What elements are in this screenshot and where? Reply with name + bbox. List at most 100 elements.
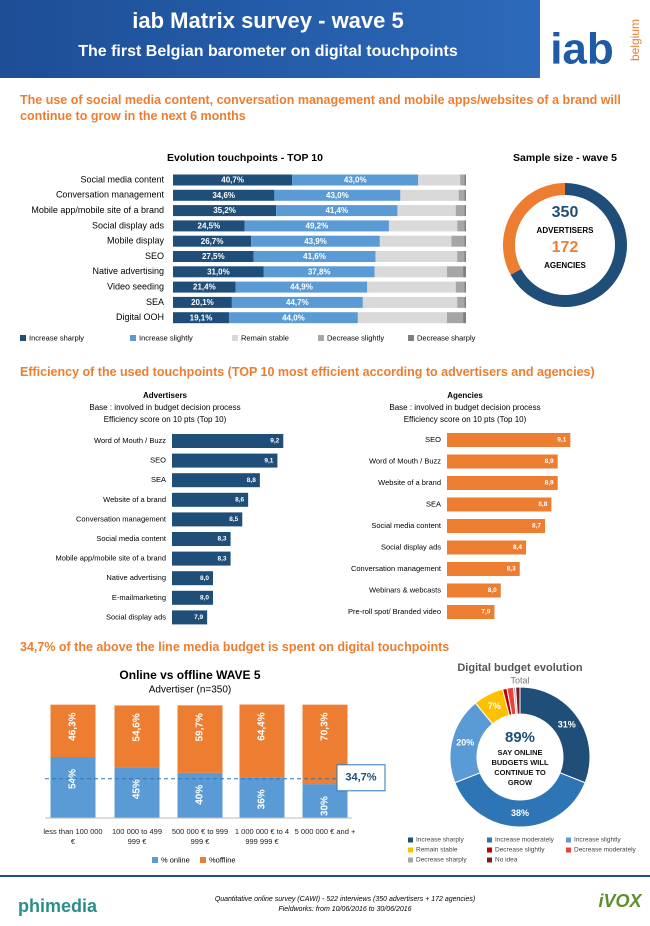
legend-swatch xyxy=(200,857,206,863)
data-label: 41,4% xyxy=(325,206,348,215)
bar-segment xyxy=(463,312,466,324)
bar-segment xyxy=(460,174,465,186)
legend-label: Decrease moderately xyxy=(574,847,637,854)
data-label: 36% xyxy=(257,789,268,809)
data-label: 9,2 xyxy=(270,438,279,445)
footer-note: Quantitative online survey (CAWI) - 522 … xyxy=(215,896,475,903)
data-label: 8,7 xyxy=(532,523,541,530)
data-label: 8,8 xyxy=(538,501,547,508)
logo: iab xyxy=(550,25,614,74)
data-label: 31% xyxy=(558,720,576,730)
headline: 34,7% of the above the line media budget… xyxy=(20,640,450,654)
category-label: SEA xyxy=(151,475,166,484)
data-label: 8,0 xyxy=(200,595,209,602)
column-segment xyxy=(114,767,160,818)
bar xyxy=(447,540,527,555)
category-label: 1 000 000 € to 4 999 999 € xyxy=(234,827,290,846)
category-label: Pre-roll spot/ Branded video xyxy=(348,607,441,616)
legend-label: No idea xyxy=(495,857,518,864)
column-segment xyxy=(114,705,160,768)
legend-label: Increase slightly xyxy=(139,333,193,342)
data-label: 7,9 xyxy=(481,609,490,616)
bar-segment xyxy=(458,189,465,201)
bar xyxy=(447,605,495,619)
bar xyxy=(172,434,284,448)
data-label: 37,8% xyxy=(308,267,331,276)
data-label: 20% xyxy=(456,737,474,747)
center-value: 172 xyxy=(552,239,579,256)
category-label: E-mailmarketing xyxy=(112,593,166,602)
data-label: 8,3 xyxy=(507,566,516,573)
bar-segment xyxy=(388,220,458,232)
data-label: 43,0% xyxy=(344,176,367,185)
data-label: 8,0 xyxy=(200,575,209,582)
bar-segment xyxy=(235,281,368,293)
bar-segment xyxy=(464,296,466,308)
data-label: 31,0% xyxy=(207,267,230,276)
logo-right: iVOX xyxy=(598,891,642,911)
category-label: Mobile display xyxy=(107,236,165,246)
bar-segment xyxy=(173,266,264,278)
chart-title: Digital budget evolution xyxy=(457,662,583,674)
data-label: 8,5 xyxy=(229,516,238,523)
data-label: 8,9 xyxy=(545,480,554,487)
category-label: Conversation management xyxy=(56,190,165,200)
category-label: Mobile app/mobile site of a brand xyxy=(31,205,164,215)
category-label: SEO xyxy=(150,456,166,465)
center-value: 350 xyxy=(552,204,579,221)
data-label: 40,7% xyxy=(221,176,244,185)
legend-swatch xyxy=(566,847,571,853)
legend-label: Decrease sharply xyxy=(417,333,476,342)
bar-segment xyxy=(173,235,252,247)
legend-swatch xyxy=(318,335,324,341)
center-label: ADVERTISERS xyxy=(537,226,595,235)
bar-segment xyxy=(362,296,458,308)
legend-label: Decrease slightly xyxy=(327,333,384,342)
data-label: 8,9 xyxy=(545,458,554,465)
bar-segment xyxy=(263,266,375,278)
data-label: 9,1 xyxy=(264,457,273,464)
data-label: 40% xyxy=(195,785,206,805)
category-label: Native advertising xyxy=(106,573,166,582)
category-label: Social media content xyxy=(96,534,167,543)
category-label: less than 100 000 € xyxy=(43,827,103,846)
bar-segment xyxy=(464,220,466,232)
bar xyxy=(447,519,546,533)
legend-label: Increase sharply xyxy=(29,333,84,342)
bar-segment xyxy=(464,205,466,217)
category-label: 500 000 € to 999 999 € xyxy=(171,827,229,846)
reference-label: 34,7% xyxy=(345,772,376,784)
bar-segment xyxy=(418,174,461,186)
bar-segment xyxy=(374,266,447,278)
legend-swatch xyxy=(487,847,492,853)
headline: The use of social media content, convers… xyxy=(20,93,621,123)
legend-label: Decrease slightly xyxy=(495,847,545,854)
bar xyxy=(172,532,231,546)
data-label: 8,3 xyxy=(218,536,227,543)
legend-swatch xyxy=(408,335,414,341)
bar-segment xyxy=(357,312,447,324)
bar-segment xyxy=(251,235,380,247)
category-label: Word of Mouth / Buzz xyxy=(94,436,166,445)
category-label: SEO xyxy=(425,435,441,444)
bar-segment xyxy=(173,281,236,293)
bar-segment xyxy=(457,296,465,308)
category-label: Social media content xyxy=(80,174,164,184)
bar-segment xyxy=(464,174,466,186)
category-label: Social media content xyxy=(371,521,442,530)
column-segment xyxy=(50,704,96,757)
bar xyxy=(447,476,558,490)
category-label: SEO xyxy=(145,251,164,261)
data-label: 46,3% xyxy=(68,712,79,740)
data-label: 43,0% xyxy=(326,191,349,200)
category-label: Native advertising xyxy=(92,266,164,276)
category-label: Webinars & webcasts xyxy=(369,585,441,594)
legend-label: % online xyxy=(161,855,190,864)
category-label: 5 000 000 € and + xyxy=(294,827,356,836)
category-label: Conversation management xyxy=(351,564,442,573)
bar-segment xyxy=(446,266,464,278)
bar-segment xyxy=(400,189,459,201)
bar-segment xyxy=(457,220,465,232)
bar xyxy=(447,562,520,576)
legend-swatch xyxy=(487,857,492,863)
